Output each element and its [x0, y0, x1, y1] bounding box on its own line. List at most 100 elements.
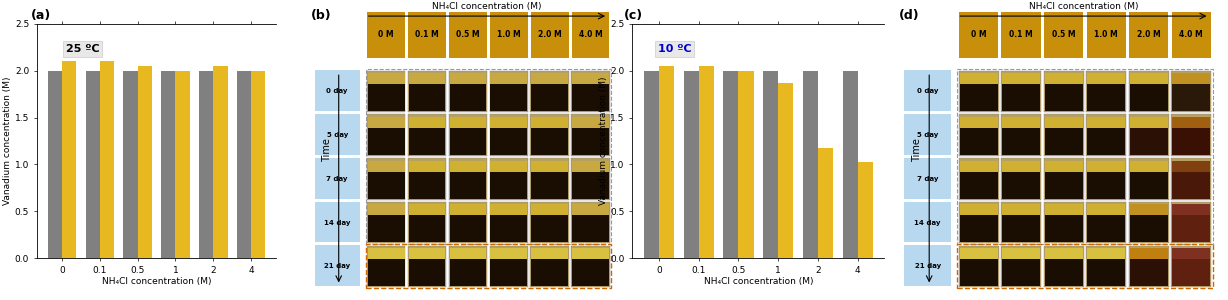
Bar: [699, 66, 713, 258]
Bar: [314, 202, 360, 242]
Bar: [490, 114, 528, 156]
Bar: [1087, 172, 1125, 199]
Bar: [1172, 202, 1211, 243]
Bar: [571, 114, 610, 156]
Bar: [1087, 158, 1126, 200]
Bar: [763, 71, 779, 258]
Bar: [214, 66, 227, 258]
Bar: [1087, 73, 1125, 84]
Bar: [314, 245, 360, 286]
Bar: [803, 71, 818, 258]
Bar: [448, 158, 488, 200]
Bar: [904, 245, 952, 286]
Text: 0 day: 0 day: [327, 88, 348, 94]
Bar: [490, 204, 527, 215]
Bar: [368, 73, 404, 84]
Bar: [904, 70, 952, 111]
Bar: [199, 71, 214, 258]
Bar: [448, 202, 488, 243]
Bar: [1087, 204, 1125, 215]
Bar: [723, 71, 738, 258]
Bar: [449, 204, 486, 215]
Bar: [1130, 215, 1168, 242]
Bar: [1002, 84, 1040, 111]
Bar: [99, 61, 114, 258]
Bar: [572, 117, 609, 128]
Bar: [958, 69, 1212, 244]
Bar: [368, 128, 404, 155]
Bar: [368, 259, 404, 286]
Bar: [490, 202, 528, 243]
Bar: [1002, 259, 1040, 286]
Bar: [48, 71, 63, 258]
Bar: [1172, 114, 1211, 156]
Bar: [1002, 160, 1040, 172]
Bar: [448, 114, 488, 156]
Text: NH₄Cl concentration (M): NH₄Cl concentration (M): [1029, 2, 1138, 11]
Bar: [959, 246, 998, 287]
Bar: [1044, 158, 1084, 200]
Bar: [408, 70, 446, 112]
Text: 4.0 M: 4.0 M: [578, 30, 603, 39]
Bar: [138, 66, 152, 258]
Bar: [490, 248, 527, 259]
Bar: [1173, 73, 1211, 84]
Bar: [1087, 84, 1125, 111]
Bar: [1002, 73, 1040, 84]
X-axis label: NH₄Cl concentration (M): NH₄Cl concentration (M): [704, 278, 813, 286]
Bar: [659, 66, 674, 258]
Bar: [1045, 160, 1083, 172]
Bar: [368, 215, 404, 242]
Text: NH₄Cl concentration (M): NH₄Cl concentration (M): [432, 2, 542, 11]
Bar: [1172, 70, 1211, 112]
Bar: [1172, 246, 1211, 287]
Bar: [408, 202, 446, 243]
Bar: [409, 172, 446, 199]
Bar: [1129, 114, 1169, 156]
Bar: [1087, 114, 1126, 156]
Bar: [1173, 117, 1211, 128]
Bar: [409, 117, 446, 128]
Bar: [959, 12, 998, 58]
Bar: [409, 73, 446, 84]
Bar: [1173, 128, 1211, 155]
Bar: [237, 71, 251, 258]
Text: 1.0 M: 1.0 M: [497, 30, 521, 39]
Bar: [904, 114, 952, 155]
Text: 2.0 M: 2.0 M: [538, 30, 561, 39]
Bar: [409, 160, 446, 172]
Bar: [1130, 204, 1168, 215]
Bar: [367, 246, 405, 287]
Bar: [738, 71, 754, 258]
Bar: [490, 172, 527, 199]
Bar: [448, 70, 488, 112]
Bar: [959, 73, 997, 84]
Bar: [367, 70, 405, 112]
Bar: [1045, 259, 1083, 286]
Bar: [366, 69, 612, 244]
Bar: [490, 84, 527, 111]
Bar: [449, 160, 486, 172]
Text: 0.5 M: 0.5 M: [456, 30, 480, 39]
Bar: [86, 71, 99, 258]
Bar: [532, 204, 569, 215]
Bar: [368, 117, 404, 128]
Text: (b): (b): [311, 9, 332, 22]
Bar: [959, 172, 997, 199]
Bar: [959, 215, 997, 242]
Bar: [1045, 248, 1083, 259]
Bar: [818, 148, 833, 258]
Bar: [532, 73, 569, 84]
Y-axis label: Vanadium concentration (M): Vanadium concentration (M): [2, 77, 12, 205]
Bar: [1087, 160, 1125, 172]
Text: (c): (c): [624, 9, 643, 22]
Bar: [1130, 172, 1168, 199]
Text: 21 day: 21 day: [915, 263, 941, 269]
Bar: [368, 84, 404, 111]
Bar: [1172, 12, 1211, 58]
Text: Time: Time: [911, 138, 922, 162]
Bar: [490, 246, 528, 287]
Bar: [449, 259, 486, 286]
Bar: [532, 248, 569, 259]
Text: 2.0 M: 2.0 M: [1137, 30, 1160, 39]
